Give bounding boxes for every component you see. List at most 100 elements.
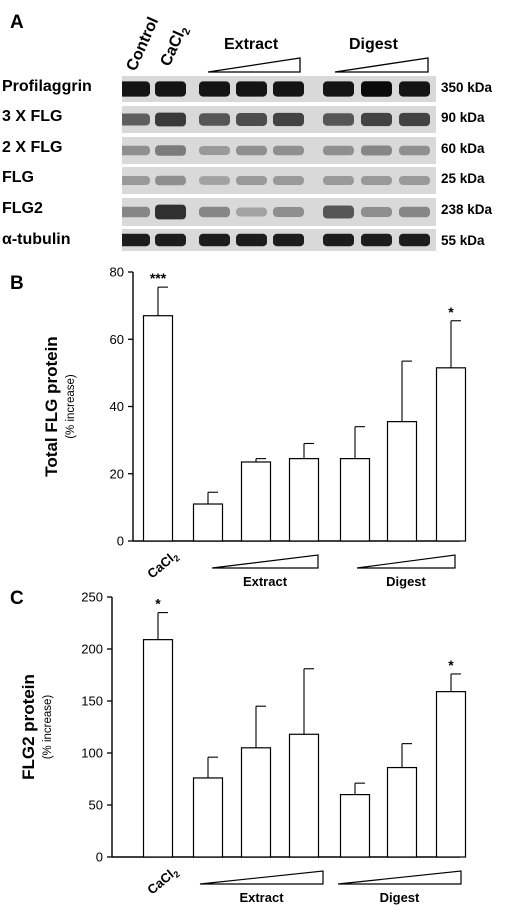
y-tick-label: 20	[110, 466, 124, 481]
bar	[386, 421, 418, 542]
blot-band	[122, 233, 150, 247]
blot-band	[155, 204, 186, 220]
bar	[142, 315, 174, 542]
bar	[339, 794, 371, 858]
y-axis-label: FLG2 protein	[19, 674, 38, 780]
blot-group-extract: Extract	[224, 36, 279, 53]
x-category-label: CaCl2	[144, 548, 181, 583]
blot-band	[273, 175, 304, 186]
gradient-wedge	[211, 554, 319, 569]
significance-label: *	[448, 657, 454, 673]
blot-band	[155, 81, 186, 97]
bar	[192, 503, 224, 542]
y-tick-label: 150	[81, 694, 103, 709]
blot-row-size: 238 kDa	[441, 202, 493, 217]
significance-label: *	[155, 596, 161, 612]
blot-row-size: 55 kDa	[441, 233, 485, 248]
blot-row-size: 350 kDa	[441, 80, 493, 95]
y-tick-label: 100	[81, 746, 103, 761]
y-tick-label: 0	[96, 850, 103, 865]
bar	[240, 461, 272, 542]
blot-row-size: 90 kDa	[441, 110, 485, 125]
blot-band	[122, 81, 150, 97]
x-category-label-sub: 2	[171, 553, 181, 564]
x-group-label: Digest	[380, 890, 420, 905]
blot-band	[236, 233, 267, 247]
blot-band	[361, 175, 392, 186]
bar	[386, 766, 418, 858]
y-tick-label: 0	[117, 534, 124, 549]
blot-band	[199, 176, 230, 185]
gradient-wedge	[356, 554, 456, 569]
gradient-wedge	[337, 870, 462, 885]
blot-wedges	[207, 57, 429, 73]
blot-band	[361, 233, 392, 247]
blot-band	[236, 175, 267, 186]
bar	[240, 747, 272, 858]
blot-band	[273, 145, 304, 156]
blot-band	[236, 145, 267, 156]
blot-row-label: FLG	[2, 169, 34, 186]
blot-band	[399, 206, 430, 218]
y-axis-sublabel: (% increase)	[65, 374, 77, 439]
bar	[142, 639, 174, 858]
blot-band	[122, 206, 150, 218]
bar	[192, 777, 224, 858]
blot-band	[399, 112, 430, 127]
digest-gradient-wedge	[334, 57, 429, 73]
blot-band	[361, 81, 392, 97]
y-axis-label: Total FLG protein	[42, 336, 61, 476]
y-tick-label: 200	[81, 642, 103, 657]
blot-band	[323, 175, 354, 186]
blot-band	[273, 207, 304, 217]
x-category-label-sub: 2	[171, 869, 181, 880]
y-tick-label: 60	[110, 332, 124, 347]
blot-group-digest: Digest	[349, 36, 398, 53]
blot-band	[399, 81, 430, 97]
blot-band	[273, 112, 304, 127]
blot-band	[361, 207, 392, 217]
x-group-label: Extract	[243, 574, 288, 589]
blot-band	[155, 175, 186, 186]
blot-band	[122, 175, 150, 186]
blot-band	[155, 145, 186, 156]
x-group-label: Digest	[386, 574, 426, 589]
blot-strip	[122, 76, 436, 102]
blot-strip	[122, 137, 436, 164]
x-category-label: CaCl2	[144, 864, 181, 899]
chart-c: 0 50 100 150 200 250 FLG2 protein (% increase) *…	[19, 590, 467, 905]
blot-band	[361, 145, 392, 156]
blot-band	[323, 113, 354, 126]
bar	[288, 733, 320, 858]
blot-band	[399, 233, 430, 247]
blot-band	[273, 81, 304, 97]
blot-band	[323, 145, 354, 156]
blot-row-label: FLG2	[2, 200, 43, 217]
blot-row-label: 2 X FLG	[2, 139, 63, 156]
blot-row-label: Profilaggrin	[2, 78, 92, 95]
extract-gradient-wedge	[207, 57, 301, 73]
blot-band	[399, 145, 430, 156]
blot-row-label: α-tubulin	[2, 231, 71, 248]
y-axis-sublabel: (% increase)	[42, 695, 54, 760]
panel-a-letter: A	[10, 12, 24, 33]
blot-band	[236, 81, 267, 97]
significance-label: *	[448, 304, 454, 320]
blot-row-label: 3 X FLG	[2, 108, 63, 125]
panel-c-letter: C	[10, 588, 24, 609]
y-tick-label: 80	[110, 265, 124, 280]
blot-band	[273, 233, 304, 247]
blot-band	[236, 207, 267, 217]
blot-band	[399, 175, 430, 186]
y-tick-label: 250	[81, 590, 103, 605]
blot-band	[323, 233, 354, 247]
bar	[288, 458, 320, 542]
blot-strip	[122, 198, 436, 226]
blot-band	[323, 81, 354, 97]
gradient-wedge	[199, 870, 324, 885]
blot-band	[361, 112, 392, 127]
blot-band	[122, 145, 150, 156]
y-tick-label: 50	[89, 798, 103, 813]
